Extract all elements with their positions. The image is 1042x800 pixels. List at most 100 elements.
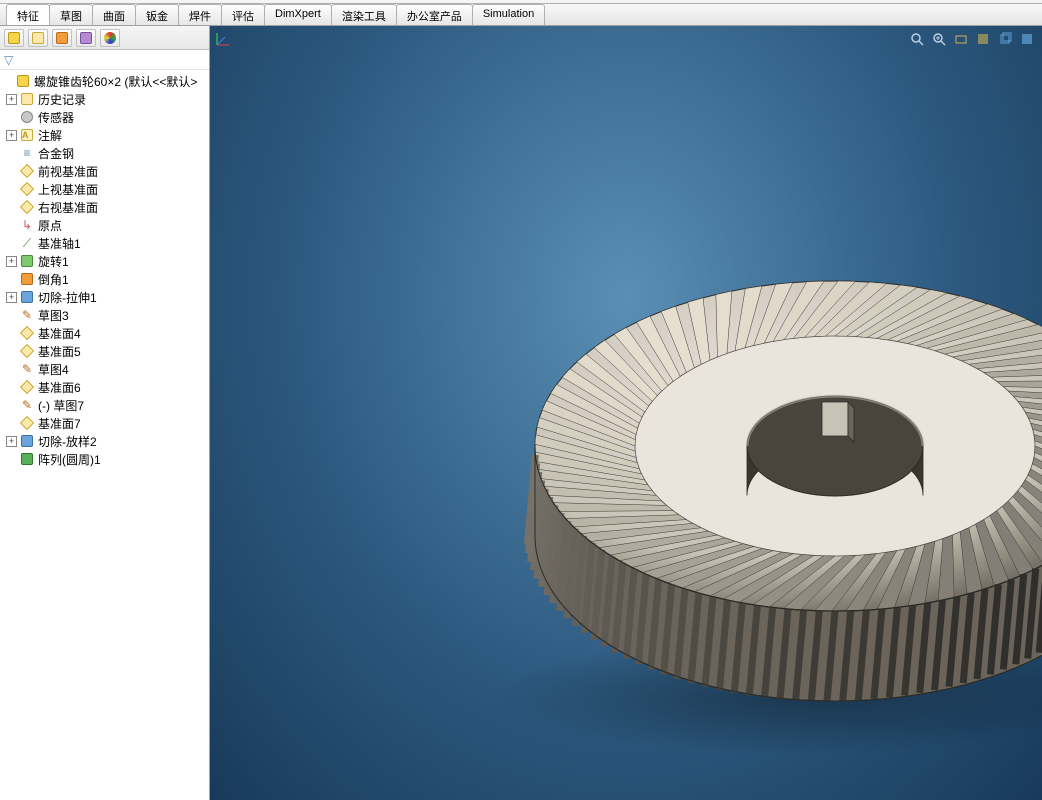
tree-row[interactable]: +切除-拉伸1 <box>0 288 209 306</box>
expander-icon <box>6 346 17 357</box>
tree-label: 草图3 <box>38 307 69 324</box>
expander-icon <box>6 220 17 231</box>
plane-icon <box>19 181 35 197</box>
tree-label: 基准面7 <box>38 415 81 432</box>
tree-label: 上视基准面 <box>38 181 98 198</box>
expander-icon[interactable]: + <box>6 94 17 105</box>
feature-tree: 螺旋锥齿轮60×2 (默认<<默认> + 历史记录传感器+A注解≡合金钢前视基准面上… <box>0 70 209 800</box>
command-tabs: 特征草图曲面钣金焊件评估DimXpert渲染工具办公室产品Simulation <box>0 4 1042 26</box>
zoom-area-icon[interactable] <box>930 30 948 48</box>
expander-icon <box>2 76 13 87</box>
tab-2[interactable]: 曲面 <box>92 4 136 25</box>
bevel-gear-model <box>515 156 1042 776</box>
tree-row[interactable]: ✎草图4 <box>0 360 209 378</box>
tree-row[interactable]: ↳原点 <box>0 216 209 234</box>
expander-icon <box>6 382 17 393</box>
tree-row[interactable]: + 历史记录 <box>0 90 209 108</box>
tree-label: 切除-放样2 <box>38 433 97 450</box>
material-icon: ≡ <box>19 145 35 161</box>
history-icon <box>19 91 35 107</box>
expander-icon <box>6 184 17 195</box>
revolve-icon <box>19 253 35 269</box>
section-view-icon[interactable] <box>974 30 992 48</box>
plane-icon <box>19 199 35 215</box>
tree-row[interactable]: 倒角1 <box>0 270 209 288</box>
tree-label: 右视基准面 <box>38 199 98 216</box>
tab-4[interactable]: 焊件 <box>178 4 222 25</box>
tab-8[interactable]: 办公室产品 <box>396 4 473 25</box>
tab-5[interactable]: 评估 <box>221 4 265 25</box>
cutextrude-icon <box>19 289 35 305</box>
tree-row[interactable]: ⟋基准轴1 <box>0 234 209 252</box>
origin-icon: ↳ <box>19 217 35 233</box>
tab-7[interactable]: 渲染工具 <box>331 4 397 25</box>
tab-9[interactable]: Simulation <box>472 4 545 25</box>
tree-row[interactable]: 基准面4 <box>0 324 209 342</box>
tree-row[interactable]: 基准面5 <box>0 342 209 360</box>
expander-icon <box>6 310 17 321</box>
tree-row[interactable]: 基准面6 <box>0 378 209 396</box>
tree-label: 基准面6 <box>38 379 81 396</box>
view-orientation-icon[interactable] <box>996 30 1014 48</box>
expander-icon[interactable]: + <box>6 292 17 303</box>
tree-label: 历史记录 <box>38 91 86 108</box>
tree-row[interactable]: ✎草图3 <box>0 306 209 324</box>
tree-row[interactable]: 右视基准面 <box>0 198 209 216</box>
viewport-toolbar-left <box>214 30 232 48</box>
tree-row[interactable]: 螺旋锥齿轮60×2 (默认<<默认> <box>0 72 209 90</box>
expander-icon <box>6 418 17 429</box>
tab-1[interactable]: 草图 <box>49 4 93 25</box>
tree-row[interactable]: +旋转1 <box>0 252 209 270</box>
zoom-fit-icon[interactable] <box>908 30 926 48</box>
tree-label: 倒角1 <box>38 271 69 288</box>
3d-viewport[interactable] <box>210 26 1042 800</box>
sketch-icon: ✎ <box>19 307 35 323</box>
display-tab-icon[interactable] <box>100 29 120 47</box>
tree-row[interactable]: + 切除-放样2 <box>0 432 209 450</box>
workspace: ▽ 螺旋锥齿轮60×2 (默认<<默认> + 历史记录传感器+A注解≡合金钢前视基准… <box>0 26 1042 800</box>
expander-icon <box>6 328 17 339</box>
tree-row[interactable]: +A注解 <box>0 126 209 144</box>
tree-row[interactable]: 上视基准面 <box>0 180 209 198</box>
tree-row[interactable]: 前视基准面 <box>0 162 209 180</box>
tab-0[interactable]: 特征 <box>6 4 50 25</box>
property-manager-tab-icon[interactable] <box>28 29 48 47</box>
expander-icon <box>6 274 17 285</box>
tree-label: 合金钢 <box>38 145 74 162</box>
expander-icon[interactable]: + <box>6 436 17 447</box>
display-style-icon[interactable] <box>1018 30 1036 48</box>
dimxpert-tab-icon[interactable] <box>76 29 96 47</box>
tree-label: 注解 <box>38 127 62 144</box>
expander-icon[interactable]: + <box>6 130 17 141</box>
root-icon <box>15 73 31 89</box>
tree-label: 草图4 <box>38 361 69 378</box>
configuration-tab-icon[interactable] <box>52 29 72 47</box>
cutloft-icon <box>19 433 35 449</box>
previous-view-icon[interactable] <box>952 30 970 48</box>
expander-icon[interactable]: + <box>6 256 17 267</box>
tree-label: 基准面4 <box>38 325 81 342</box>
tree-row[interactable]: ✎(-) 草图7 <box>0 396 209 414</box>
expander-icon <box>6 202 17 213</box>
tree-label: 阵列(圆周)1 <box>38 451 101 468</box>
tree-row[interactable]: 传感器 <box>0 108 209 126</box>
tree-label: 原点 <box>38 217 62 234</box>
viewport-toolbar-right <box>908 30 1036 48</box>
tab-6[interactable]: DimXpert <box>264 4 332 25</box>
triad-icon[interactable] <box>214 30 232 48</box>
expander-icon <box>6 454 17 465</box>
expander-icon <box>6 364 17 375</box>
tree-row[interactable]: ≡合金钢 <box>0 144 209 162</box>
feature-tree-tab-icon[interactable] <box>4 29 24 47</box>
sketch-icon: ✎ <box>19 361 35 377</box>
filter-row[interactable]: ▽ <box>0 50 209 70</box>
tree-label: 螺旋锥齿轮60×2 (默认<<默认> <box>34 73 197 90</box>
tree-row[interactable]: 阵列(圆周)1 <box>0 450 209 468</box>
tree-row[interactable]: 基准面7 <box>0 414 209 432</box>
plane-icon <box>19 379 35 395</box>
filter-icon: ▽ <box>4 53 13 67</box>
tab-3[interactable]: 钣金 <box>135 4 179 25</box>
plane-icon <box>19 163 35 179</box>
expander-icon <box>6 148 17 159</box>
expander-icon <box>6 400 17 411</box>
